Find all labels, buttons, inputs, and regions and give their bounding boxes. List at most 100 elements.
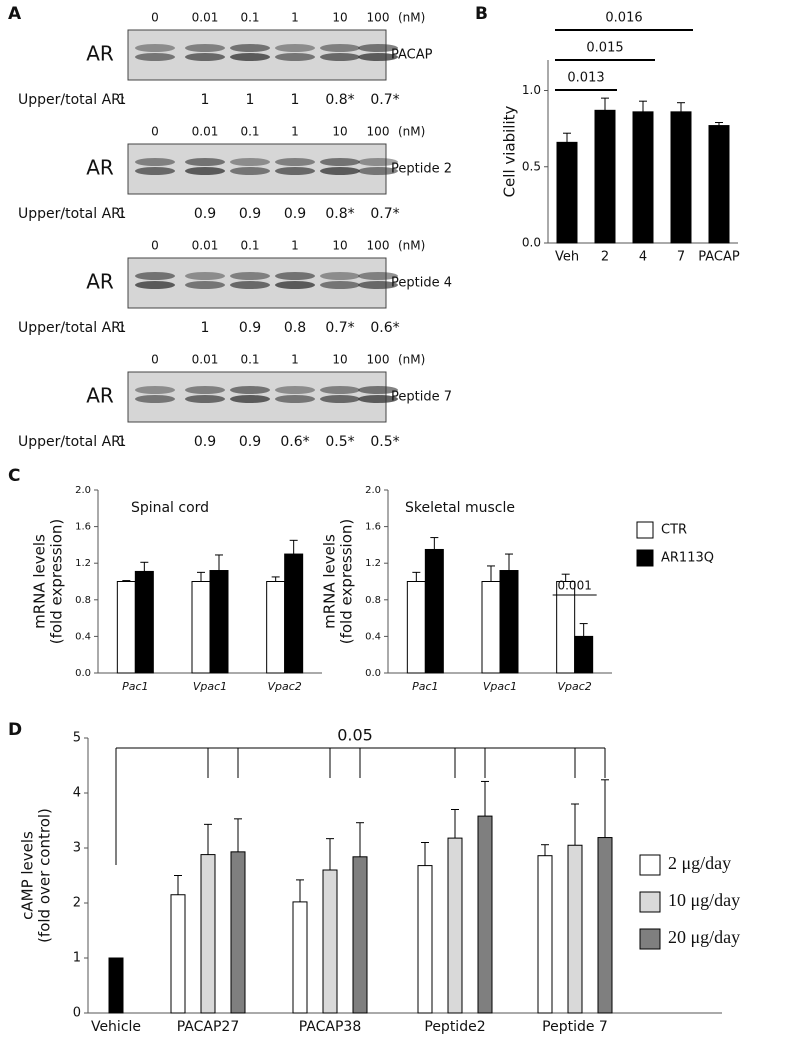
significance-label: 0.015: [586, 41, 623, 56]
bar: [322, 869, 338, 1014]
x-tick-label: Vpac1: [483, 680, 517, 693]
bar: [134, 570, 154, 674]
blot-band: [275, 395, 315, 403]
panel-label: D: [8, 720, 22, 740]
significance-label: 0.016: [605, 11, 642, 26]
bar: [556, 141, 578, 244]
blot-band: [320, 44, 360, 52]
protein-label: AR: [86, 42, 114, 66]
protein-label: AR: [86, 384, 114, 408]
x-tick-label: PACAP27: [177, 1019, 240, 1035]
ratio-value: 0.6*: [280, 434, 309, 450]
blot-band: [230, 272, 270, 280]
blot-band: [135, 167, 175, 175]
blot-band: [135, 395, 175, 403]
concentration-label: 1: [291, 353, 299, 367]
blot-band: [320, 167, 360, 175]
y-axis-label: (fold expression): [48, 519, 66, 645]
y-tick-label: 0.4: [365, 631, 381, 642]
concentration-label: 1: [291, 125, 299, 139]
unit-label: (nM): [398, 239, 425, 253]
ratio-value: 0.7*: [370, 92, 399, 108]
blot-band: [275, 272, 315, 280]
panel-label: C: [8, 466, 20, 486]
blot-band: [230, 158, 270, 166]
y-axis-label: cAMP levels: [19, 831, 37, 920]
ratio-value: 0.5*: [325, 434, 354, 450]
blot-band: [230, 167, 270, 175]
bar: [417, 865, 433, 1014]
ratio-value: 1: [118, 92, 127, 108]
ratio-value: 0.8*: [325, 92, 354, 108]
blot-name: PACAP: [391, 48, 433, 63]
bar: [209, 570, 229, 674]
blot-band: [320, 158, 360, 166]
blot-band: [185, 386, 225, 394]
blot-band: [358, 44, 398, 52]
bar: [191, 581, 211, 674]
blot-band: [185, 272, 225, 280]
ratio-value: 0.7*: [325, 320, 354, 336]
concentration-label: 100: [367, 239, 390, 253]
blot-band: [185, 53, 225, 61]
legend-label: CTR: [661, 523, 687, 538]
significance-label: 0.05: [337, 726, 373, 745]
y-tick-label: 3: [73, 841, 81, 856]
y-tick-label: 5: [73, 731, 81, 746]
legend-swatch: [639, 928, 661, 950]
y-tick-label: 0.0: [365, 668, 381, 679]
x-tick-label: Peptide 7: [542, 1019, 608, 1035]
bar: [708, 125, 730, 244]
y-tick-label: 0.8: [365, 595, 381, 606]
unit-label: (nM): [398, 125, 425, 139]
bar: [597, 837, 613, 1014]
legend-label: AR113Q: [661, 551, 714, 566]
ratio-value: 0.9: [284, 206, 306, 222]
bar: [108, 957, 124, 1014]
significance-label: 0.001: [557, 579, 591, 593]
ratio-value: 1: [118, 434, 127, 450]
bar: [170, 894, 186, 1014]
concentration-label: 0.1: [240, 353, 259, 367]
x-tick-label: Pac1: [122, 680, 148, 693]
blot-name: Peptide 4: [391, 276, 452, 291]
blot-band: [230, 395, 270, 403]
blot-band: [135, 158, 175, 166]
blot-band: [320, 395, 360, 403]
blot-band: [185, 44, 225, 52]
blot-band: [358, 167, 398, 175]
blot-name: Peptide 2: [391, 162, 452, 177]
concentration-label: 0.1: [240, 11, 259, 25]
y-axis-label: (fold expression): [338, 519, 356, 645]
bar: [594, 109, 616, 244]
x-tick-label: Peptide2: [424, 1019, 485, 1035]
ratio-value: 1: [201, 320, 210, 336]
ratio-value: 1: [201, 92, 210, 108]
blot-band: [185, 395, 225, 403]
x-tick-label: 7: [677, 250, 685, 265]
legend-label: 2 μg/day: [668, 853, 731, 873]
blot-band: [320, 53, 360, 61]
y-tick-label: 1.2: [365, 558, 381, 569]
legend-swatch: [639, 854, 661, 876]
ratio-value: 1: [291, 92, 300, 108]
blot-band: [230, 281, 270, 289]
y-tick-label: 1.6: [75, 522, 91, 533]
y-axis-label: mRNA levels: [31, 534, 49, 629]
blot-band: [135, 281, 175, 289]
blot-band: [320, 272, 360, 280]
bar: [424, 548, 444, 674]
concentration-label: 1: [291, 239, 299, 253]
bar: [230, 851, 246, 1014]
blot-band: [275, 386, 315, 394]
blot-band: [230, 44, 270, 52]
blot-band: [135, 44, 175, 52]
blot-band: [275, 44, 315, 52]
concentration-label: 0: [151, 11, 159, 25]
concentration-label: 0: [151, 353, 159, 367]
bar: [447, 837, 463, 1014]
bar: [477, 815, 493, 1014]
legend-swatch: [636, 521, 654, 539]
y-tick-label: 2: [73, 896, 81, 911]
unit-label: (nM): [398, 353, 425, 367]
